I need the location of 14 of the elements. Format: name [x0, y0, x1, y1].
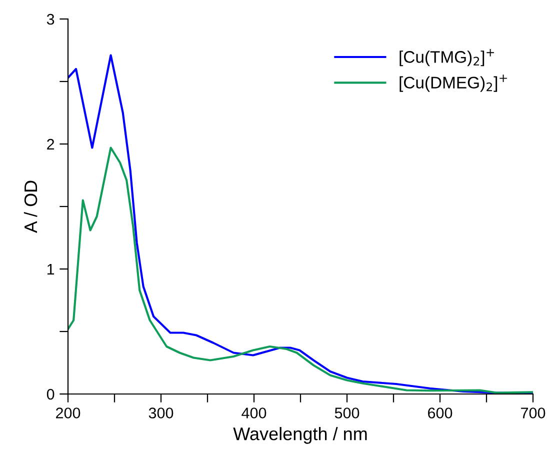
x-tick-label: 200	[56, 408, 80, 418]
x-axis-title: Wavelength / nm	[233, 426, 367, 444]
y-tick-label: 0	[46, 388, 54, 400]
y-tick-label: 1	[47, 264, 54, 275]
x-tick-label: 500	[334, 408, 360, 418]
legend-label: [Cu(TMG)$_{2}$]$^{+}$	[400, 49, 494, 66]
x-tick-label: 400	[242, 408, 266, 418]
x-tick-label: 600	[428, 408, 452, 418]
legend-label: [Cu(DMEG)$_{2}$]$^{+}$	[400, 74, 507, 92]
x-tick-label: 300	[148, 408, 174, 418]
y-axis-title: A / OD	[24, 180, 38, 234]
y-tick-label: 2	[47, 138, 54, 150]
x-tick-label: 700	[521, 408, 546, 418]
y-tick-label: 3	[46, 14, 54, 25]
